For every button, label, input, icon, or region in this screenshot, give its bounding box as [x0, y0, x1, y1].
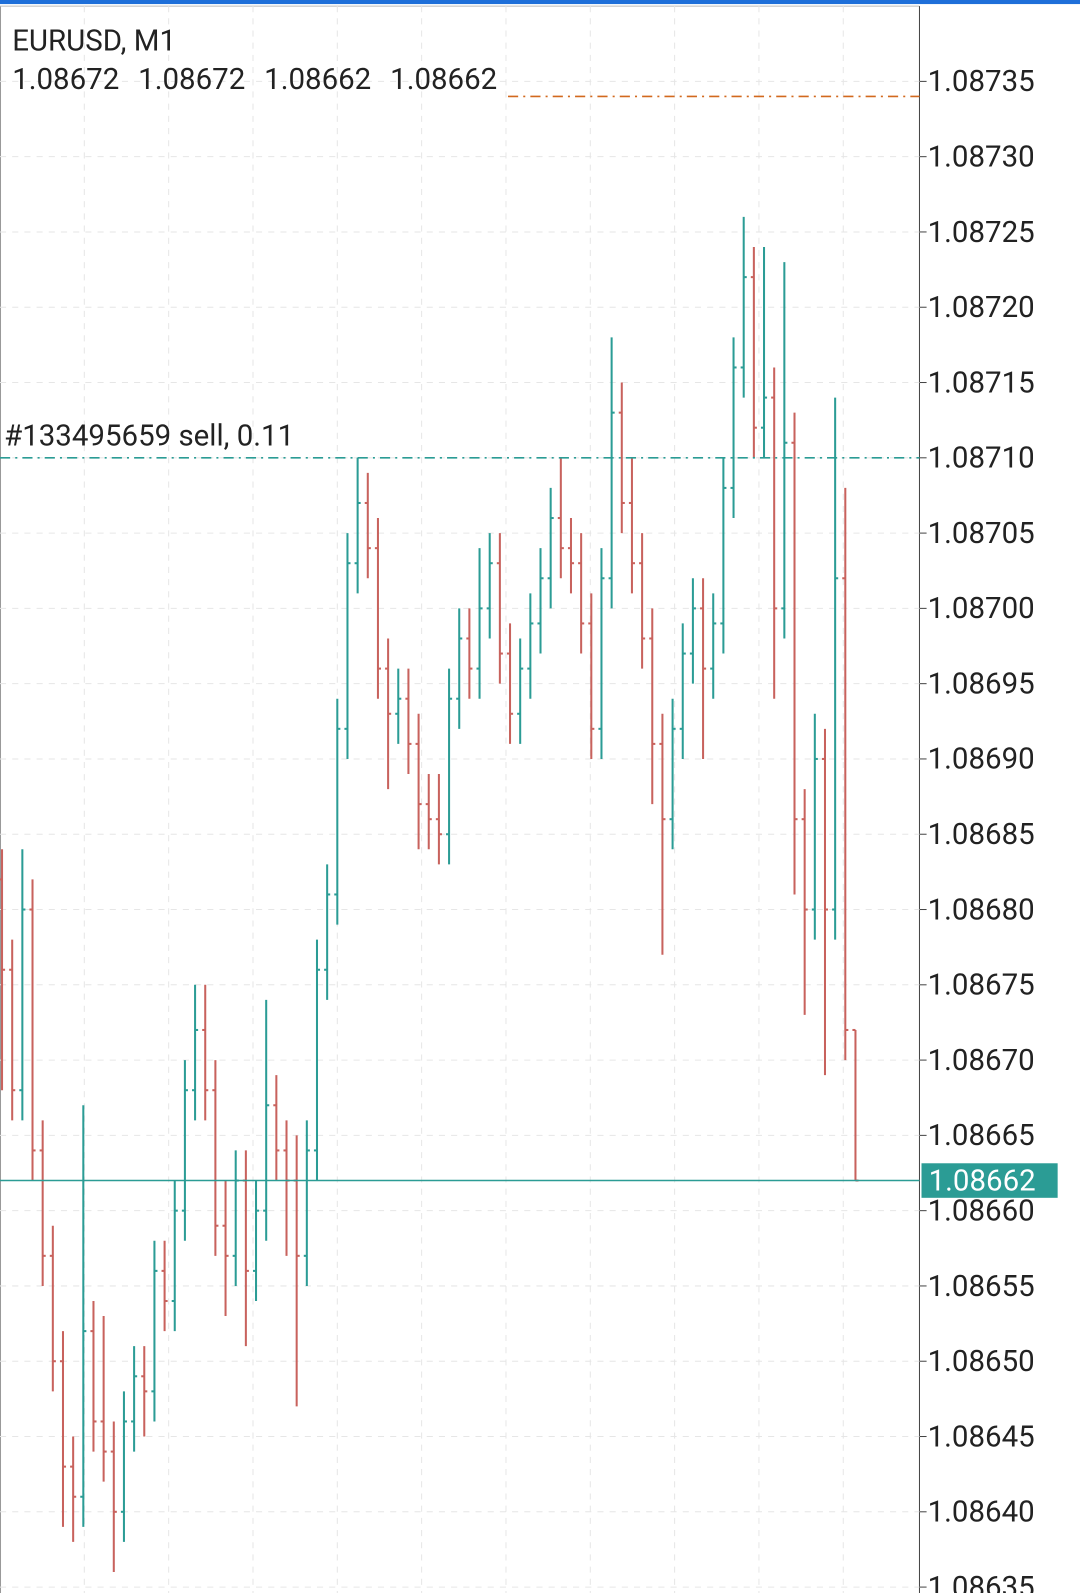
- ohlc-value: 1.08672: [12, 63, 119, 97]
- bid-box: [921, 1163, 1058, 1198]
- ohlc-value: 1.08672: [138, 63, 245, 97]
- y-tick-label: 1.08655: [928, 1270, 1035, 1304]
- y-tick-label: 1.08635: [928, 1571, 1035, 1593]
- ohlc-value: 1.08662: [264, 63, 371, 97]
- bid-label: 1.08662: [929, 1164, 1036, 1198]
- y-tick-label: 1.08680: [928, 893, 1035, 927]
- y-tick-label: 1.08660: [928, 1194, 1035, 1228]
- bars: [0, 216, 859, 1573]
- overlays: #133495659 sell, 0.11 1.08662: [0, 95, 1058, 1198]
- y-tick-label: 1.08690: [928, 743, 1035, 777]
- y-tick-label: 1.08645: [928, 1420, 1035, 1454]
- y-tick-label: 1.08700: [928, 592, 1035, 626]
- y-tick-label: 1.08735: [928, 65, 1035, 99]
- ohlc-value: 1.08662: [390, 63, 497, 97]
- y-tick-label: 1.08665: [928, 1119, 1035, 1153]
- y-tick-label: 1.08650: [928, 1345, 1035, 1379]
- y-tick-label: 1.08715: [928, 366, 1035, 400]
- y-tick-label: 1.08710: [928, 442, 1035, 476]
- y-tick-label: 1.08730: [928, 140, 1035, 174]
- top-bar: [0, 0, 1080, 5]
- y-tick-label: 1.08705: [928, 517, 1035, 551]
- y-tick-label: 1.08725: [928, 216, 1035, 250]
- chart-title: EURUSD, M1: [12, 24, 176, 58]
- y-tick-label: 1.08675: [928, 969, 1035, 1003]
- y-tick-label: 1.08640: [928, 1496, 1035, 1530]
- y-tick-label: 1.08685: [928, 818, 1035, 852]
- y-tick-label: 1.08670: [928, 1044, 1035, 1078]
- y-tick-label: 1.08720: [928, 291, 1035, 325]
- y-tick-label: 1.08695: [928, 667, 1035, 701]
- order-label: #133495659 sell, 0.11: [4, 419, 294, 453]
